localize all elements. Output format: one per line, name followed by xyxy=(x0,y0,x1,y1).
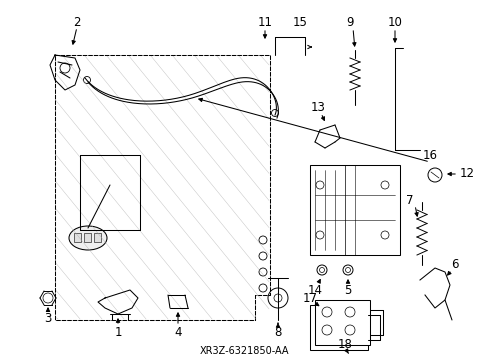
Text: 14: 14 xyxy=(307,284,322,297)
Text: 17: 17 xyxy=(302,292,317,305)
Text: 9: 9 xyxy=(346,15,353,28)
Text: 6: 6 xyxy=(450,258,458,271)
Text: 4: 4 xyxy=(174,325,182,338)
Text: 16: 16 xyxy=(422,149,437,162)
Text: 3: 3 xyxy=(44,311,52,324)
Ellipse shape xyxy=(69,226,107,250)
Text: XR3Z-6321850-AA: XR3Z-6321850-AA xyxy=(199,346,289,356)
Text: 15: 15 xyxy=(292,15,307,28)
Text: 13: 13 xyxy=(310,100,325,113)
Text: 10: 10 xyxy=(387,15,402,28)
Text: 5: 5 xyxy=(344,284,351,297)
Bar xyxy=(74,233,81,242)
Bar xyxy=(314,300,369,345)
Text: 1: 1 xyxy=(114,325,122,338)
Bar xyxy=(309,165,399,255)
Text: 8: 8 xyxy=(274,325,281,338)
Text: 18: 18 xyxy=(337,338,352,351)
Text: 11: 11 xyxy=(257,15,272,28)
Bar xyxy=(309,305,367,350)
Text: 7: 7 xyxy=(406,194,413,207)
Text: 2: 2 xyxy=(73,15,81,28)
Text: 12: 12 xyxy=(459,166,474,180)
Bar xyxy=(84,233,91,242)
Bar xyxy=(94,233,101,242)
